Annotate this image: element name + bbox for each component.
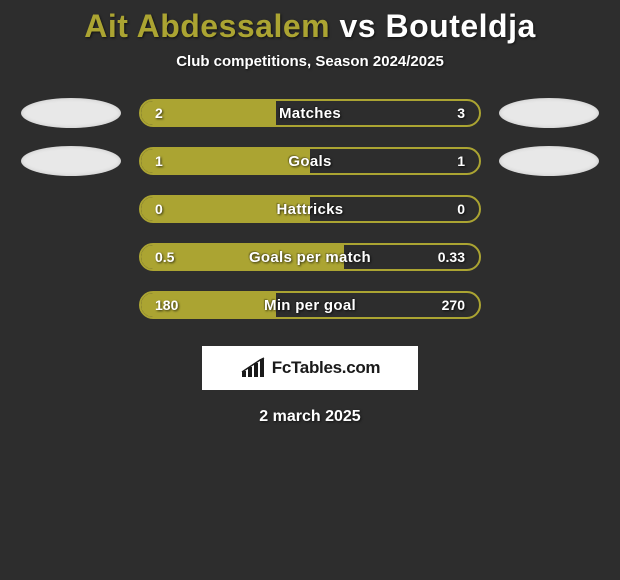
- date-label: 2 march 2025: [0, 408, 620, 426]
- vs-text: vs: [340, 8, 377, 44]
- stat-row: 11Goals: [0, 146, 620, 176]
- stat-bar: 23Matches: [139, 99, 481, 127]
- stat-label: Hattricks: [141, 197, 479, 221]
- page-title: Ait Abdessalem vs Bouteldja: [0, 8, 620, 45]
- player2-name: Bouteldja: [385, 8, 535, 44]
- player2-indicator: [499, 146, 599, 176]
- stat-label: Matches: [141, 101, 479, 125]
- player2-indicator: [499, 98, 599, 128]
- stats-rows: 23Matches 11Goals 00Hattricks 0.50.33Goals …: [0, 98, 620, 320]
- fctables-logo[interactable]: FcTables.com: [202, 346, 418, 390]
- stat-bar: 00Hattricks: [139, 195, 481, 223]
- stat-row: 00Hattricks: [0, 194, 620, 224]
- stat-row: 0.50.33Goals per match: [0, 242, 620, 272]
- stat-row: 23Matches: [0, 98, 620, 128]
- stat-row: 180270Min per goal: [0, 290, 620, 320]
- stat-bar: 11Goals: [139, 147, 481, 175]
- stat-label: Goals per match: [141, 245, 479, 269]
- player1-name: Ait Abdessalem: [84, 8, 330, 44]
- chart-icon: [240, 357, 266, 379]
- comparison-widget: Ait Abdessalem vs Bouteldja Club competi…: [0, 0, 620, 426]
- player1-indicator: [21, 98, 121, 128]
- logo-text: FcTables.com: [272, 358, 381, 378]
- stat-bar: 0.50.33Goals per match: [139, 243, 481, 271]
- stat-bar: 180270Min per goal: [139, 291, 481, 319]
- stat-label: Min per goal: [141, 293, 479, 317]
- stat-label: Goals: [141, 149, 479, 173]
- player1-indicator: [21, 146, 121, 176]
- subtitle: Club competitions, Season 2024/2025: [0, 53, 620, 70]
